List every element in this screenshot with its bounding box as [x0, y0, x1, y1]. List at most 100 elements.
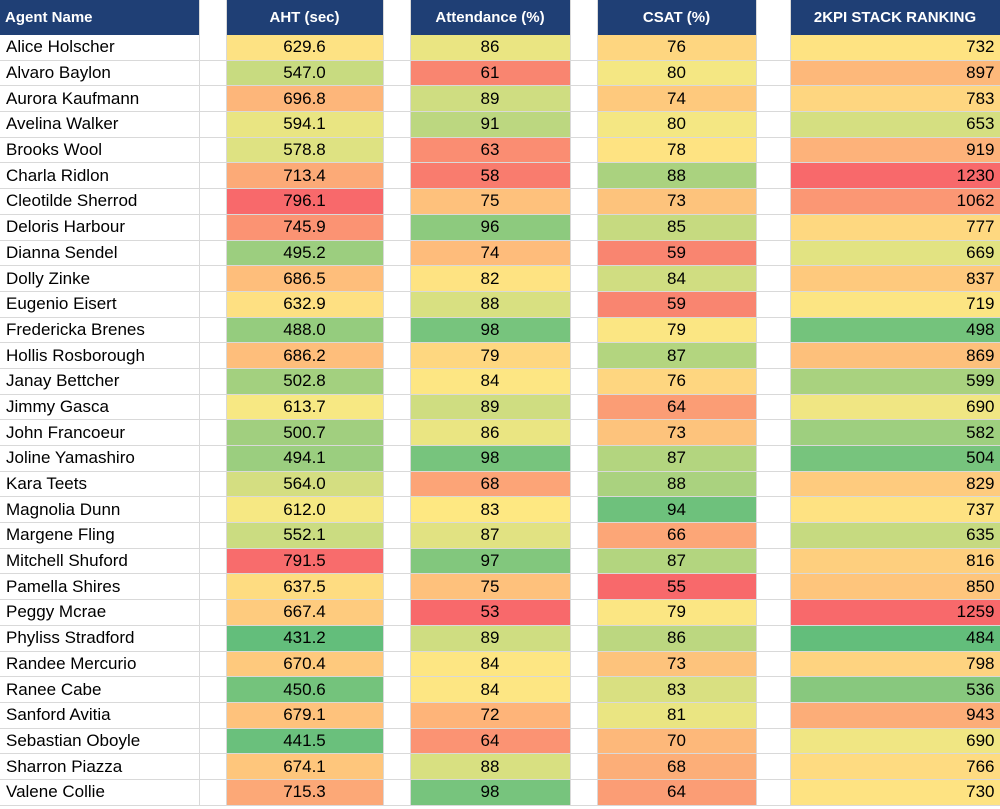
- spacer-cell[interactable]: [383, 419, 411, 446]
- ranking-cell[interactable]: 730: [790, 779, 1000, 806]
- spacer-cell[interactable]: [199, 137, 227, 164]
- spacer-cell[interactable]: [570, 240, 598, 267]
- ranking-cell[interactable]: 943: [790, 702, 1000, 729]
- agent-name-cell[interactable]: Randee Mercurio: [0, 651, 200, 678]
- spacer-cell[interactable]: [383, 342, 411, 369]
- ranking-cell[interactable]: 719: [790, 291, 1000, 318]
- csat-cell[interactable]: 59: [597, 240, 757, 267]
- agent-name-cell[interactable]: Margene Fling: [0, 522, 200, 549]
- spacer-cell[interactable]: [199, 599, 227, 626]
- csat-cell[interactable]: 66: [597, 522, 757, 549]
- spacer-cell[interactable]: [199, 111, 227, 138]
- attendance-cell[interactable]: 75: [410, 188, 571, 215]
- spacer-cell[interactable]: [570, 188, 598, 215]
- aht-cell[interactable]: 632.9: [226, 291, 384, 318]
- spacer-cell[interactable]: [756, 676, 791, 703]
- spacer-cell[interactable]: [383, 394, 411, 421]
- attendance-cell[interactable]: 53: [410, 599, 571, 626]
- ranking-cell[interactable]: 766: [790, 753, 1000, 780]
- ranking-cell[interactable]: 777: [790, 214, 1000, 241]
- spacer-cell[interactable]: [383, 111, 411, 138]
- spacer-cell[interactable]: [199, 291, 227, 318]
- header-csat[interactable]: CSAT (%): [597, 0, 757, 35]
- agent-name-cell[interactable]: Hollis Rosborough: [0, 342, 200, 369]
- spacer-cell[interactable]: [199, 240, 227, 267]
- aht-cell[interactable]: 441.5: [226, 728, 384, 755]
- csat-cell[interactable]: 70: [597, 728, 757, 755]
- spacer-cell[interactable]: [570, 651, 598, 678]
- spacer-cell[interactable]: [756, 419, 791, 446]
- agent-name-cell[interactable]: Fredericka Brenes: [0, 317, 200, 344]
- ranking-cell[interactable]: 798: [790, 651, 1000, 678]
- spacer-cell[interactable]: [756, 291, 791, 318]
- aht-cell[interactable]: 686.5: [226, 265, 384, 292]
- spacer-cell[interactable]: [383, 265, 411, 292]
- spacer-cell[interactable]: [383, 548, 411, 575]
- header-spacer[interactable]: [756, 0, 791, 35]
- spacer-cell[interactable]: [199, 676, 227, 703]
- aht-cell[interactable]: 495.2: [226, 240, 384, 267]
- spacer-cell[interactable]: [199, 753, 227, 780]
- spacer-cell[interactable]: [383, 496, 411, 524]
- aht-cell[interactable]: 552.1: [226, 522, 384, 549]
- spacer-cell[interactable]: [199, 317, 227, 344]
- spacer-cell[interactable]: [756, 548, 791, 575]
- header-ranking[interactable]: 2KPI STACK RANKING: [790, 0, 1000, 35]
- attendance-cell[interactable]: 84: [410, 368, 571, 395]
- ranking-cell[interactable]: 829: [790, 471, 1000, 498]
- agent-name-cell[interactable]: Aurora Kaufmann: [0, 85, 200, 113]
- ranking-cell[interactable]: 669: [790, 240, 1000, 267]
- aht-cell[interactable]: 667.4: [226, 599, 384, 626]
- spacer-cell[interactable]: [570, 162, 598, 190]
- header-spacer[interactable]: [383, 0, 411, 35]
- csat-cell[interactable]: 73: [597, 419, 757, 446]
- agent-name-cell[interactable]: Eugenio Eisert: [0, 291, 200, 318]
- ranking-cell[interactable]: 599: [790, 368, 1000, 395]
- aht-cell[interactable]: 594.1: [226, 111, 384, 138]
- agent-name-cell[interactable]: John Francoeur: [0, 419, 200, 446]
- spacer-cell[interactable]: [756, 214, 791, 241]
- spacer-cell[interactable]: [383, 651, 411, 678]
- spacer-cell[interactable]: [199, 573, 227, 601]
- aht-cell[interactable]: 564.0: [226, 471, 384, 498]
- header-aht[interactable]: AHT (sec): [226, 0, 384, 35]
- agent-name-cell[interactable]: Peggy Mcrae: [0, 599, 200, 626]
- spacer-cell[interactable]: [383, 728, 411, 755]
- agent-name-cell[interactable]: Alice Holscher: [0, 35, 200, 61]
- spacer-cell[interactable]: [383, 35, 411, 61]
- spacer-cell[interactable]: [756, 137, 791, 164]
- attendance-cell[interactable]: 68: [410, 471, 571, 498]
- spacer-cell[interactable]: [199, 445, 227, 472]
- spacer-cell[interactable]: [570, 317, 598, 344]
- aht-cell[interactable]: 745.9: [226, 214, 384, 241]
- spacer-cell[interactable]: [756, 651, 791, 678]
- aht-cell[interactable]: 431.2: [226, 625, 384, 652]
- spacer-cell[interactable]: [570, 214, 598, 241]
- spacer-cell[interactable]: [570, 419, 598, 446]
- ranking-cell[interactable]: 897: [790, 60, 1000, 87]
- ranking-cell[interactable]: 1230: [790, 162, 1000, 190]
- csat-cell[interactable]: 87: [597, 445, 757, 472]
- aht-cell[interactable]: 494.1: [226, 445, 384, 472]
- agent-name-cell[interactable]: Jimmy Gasca: [0, 394, 200, 421]
- aht-cell[interactable]: 696.8: [226, 85, 384, 113]
- spacer-cell[interactable]: [756, 162, 791, 190]
- attendance-cell[interactable]: 98: [410, 317, 571, 344]
- aht-cell[interactable]: 670.4: [226, 651, 384, 678]
- spacer-cell[interactable]: [756, 445, 791, 472]
- attendance-cell[interactable]: 98: [410, 445, 571, 472]
- ranking-cell[interactable]: 869: [790, 342, 1000, 369]
- csat-cell[interactable]: 68: [597, 753, 757, 780]
- spacer-cell[interactable]: [383, 445, 411, 472]
- spacer-cell[interactable]: [570, 702, 598, 729]
- spacer-cell[interactable]: [199, 625, 227, 652]
- attendance-cell[interactable]: 75: [410, 573, 571, 601]
- spacer-cell[interactable]: [756, 265, 791, 292]
- aht-cell[interactable]: 629.6: [226, 35, 384, 61]
- spacer-cell[interactable]: [383, 60, 411, 87]
- agent-name-cell[interactable]: Cleotilde Sherrod: [0, 188, 200, 215]
- agent-name-cell[interactable]: Sharron Piazza: [0, 753, 200, 780]
- spacer-cell[interactable]: [570, 291, 598, 318]
- csat-cell[interactable]: 80: [597, 111, 757, 138]
- ranking-cell[interactable]: 919: [790, 137, 1000, 164]
